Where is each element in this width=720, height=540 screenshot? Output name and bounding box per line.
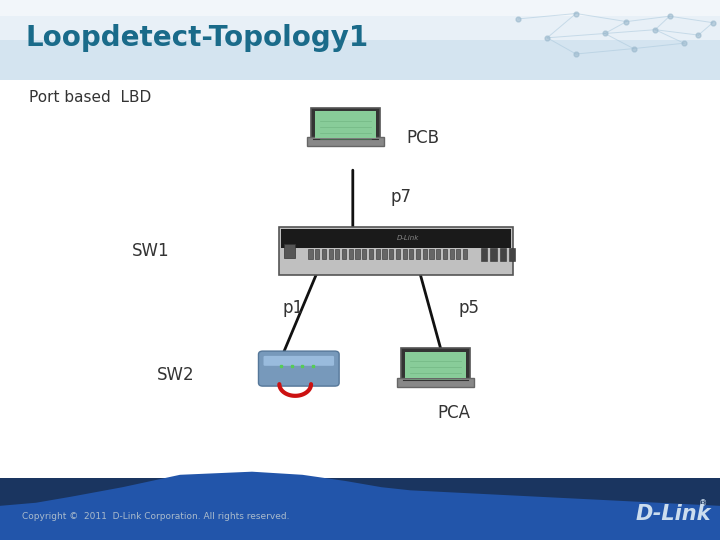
- FancyBboxPatch shape: [0, 0, 720, 16]
- Text: p1: p1: [283, 299, 304, 317]
- FancyBboxPatch shape: [0, 0, 720, 40]
- FancyBboxPatch shape: [308, 249, 312, 259]
- FancyBboxPatch shape: [328, 249, 333, 259]
- FancyBboxPatch shape: [481, 248, 487, 261]
- FancyBboxPatch shape: [405, 352, 466, 378]
- FancyBboxPatch shape: [456, 249, 460, 259]
- FancyBboxPatch shape: [279, 227, 513, 275]
- FancyBboxPatch shape: [436, 249, 440, 259]
- FancyBboxPatch shape: [307, 137, 384, 146]
- Text: Copyright ©  2011  D-Link Corporation. All rights reserved.: Copyright © 2011 D-Link Corporation. All…: [22, 512, 289, 521]
- FancyBboxPatch shape: [264, 356, 334, 366]
- FancyBboxPatch shape: [281, 229, 511, 247]
- FancyBboxPatch shape: [490, 248, 497, 261]
- FancyBboxPatch shape: [0, 40, 720, 80]
- FancyBboxPatch shape: [356, 249, 359, 259]
- FancyBboxPatch shape: [322, 249, 326, 259]
- FancyBboxPatch shape: [401, 348, 470, 381]
- FancyBboxPatch shape: [396, 249, 400, 259]
- FancyBboxPatch shape: [463, 249, 467, 259]
- FancyBboxPatch shape: [284, 245, 295, 258]
- Polygon shape: [0, 472, 720, 540]
- Text: Loopdetect-Topology1: Loopdetect-Topology1: [25, 24, 369, 52]
- FancyBboxPatch shape: [336, 249, 339, 259]
- FancyBboxPatch shape: [443, 249, 447, 259]
- Text: PCA: PCA: [437, 404, 470, 422]
- FancyBboxPatch shape: [397, 378, 474, 387]
- FancyBboxPatch shape: [362, 249, 366, 259]
- FancyBboxPatch shape: [382, 249, 387, 259]
- Text: D-Link: D-Link: [636, 504, 711, 524]
- FancyBboxPatch shape: [409, 249, 413, 259]
- Text: p7: p7: [390, 188, 411, 206]
- Text: ®: ®: [698, 500, 706, 509]
- Text: D-Link: D-Link: [397, 235, 418, 241]
- FancyBboxPatch shape: [429, 249, 433, 259]
- FancyBboxPatch shape: [342, 249, 346, 259]
- FancyBboxPatch shape: [423, 249, 427, 259]
- FancyBboxPatch shape: [315, 249, 319, 259]
- Text: p5: p5: [459, 299, 480, 317]
- FancyBboxPatch shape: [311, 108, 380, 141]
- Text: Port based  LBD: Port based LBD: [29, 90, 151, 105]
- FancyBboxPatch shape: [376, 249, 379, 259]
- Text: SW2: SW2: [157, 366, 194, 384]
- Text: SW1: SW1: [132, 242, 169, 260]
- FancyBboxPatch shape: [369, 249, 373, 259]
- FancyBboxPatch shape: [348, 249, 353, 259]
- FancyBboxPatch shape: [389, 249, 393, 259]
- FancyBboxPatch shape: [509, 248, 515, 261]
- FancyBboxPatch shape: [258, 351, 339, 386]
- FancyBboxPatch shape: [402, 249, 407, 259]
- FancyBboxPatch shape: [416, 249, 420, 259]
- FancyBboxPatch shape: [0, 478, 720, 540]
- FancyBboxPatch shape: [500, 248, 506, 261]
- Text: PCB: PCB: [407, 129, 440, 147]
- FancyBboxPatch shape: [449, 249, 454, 259]
- FancyBboxPatch shape: [315, 111, 376, 138]
